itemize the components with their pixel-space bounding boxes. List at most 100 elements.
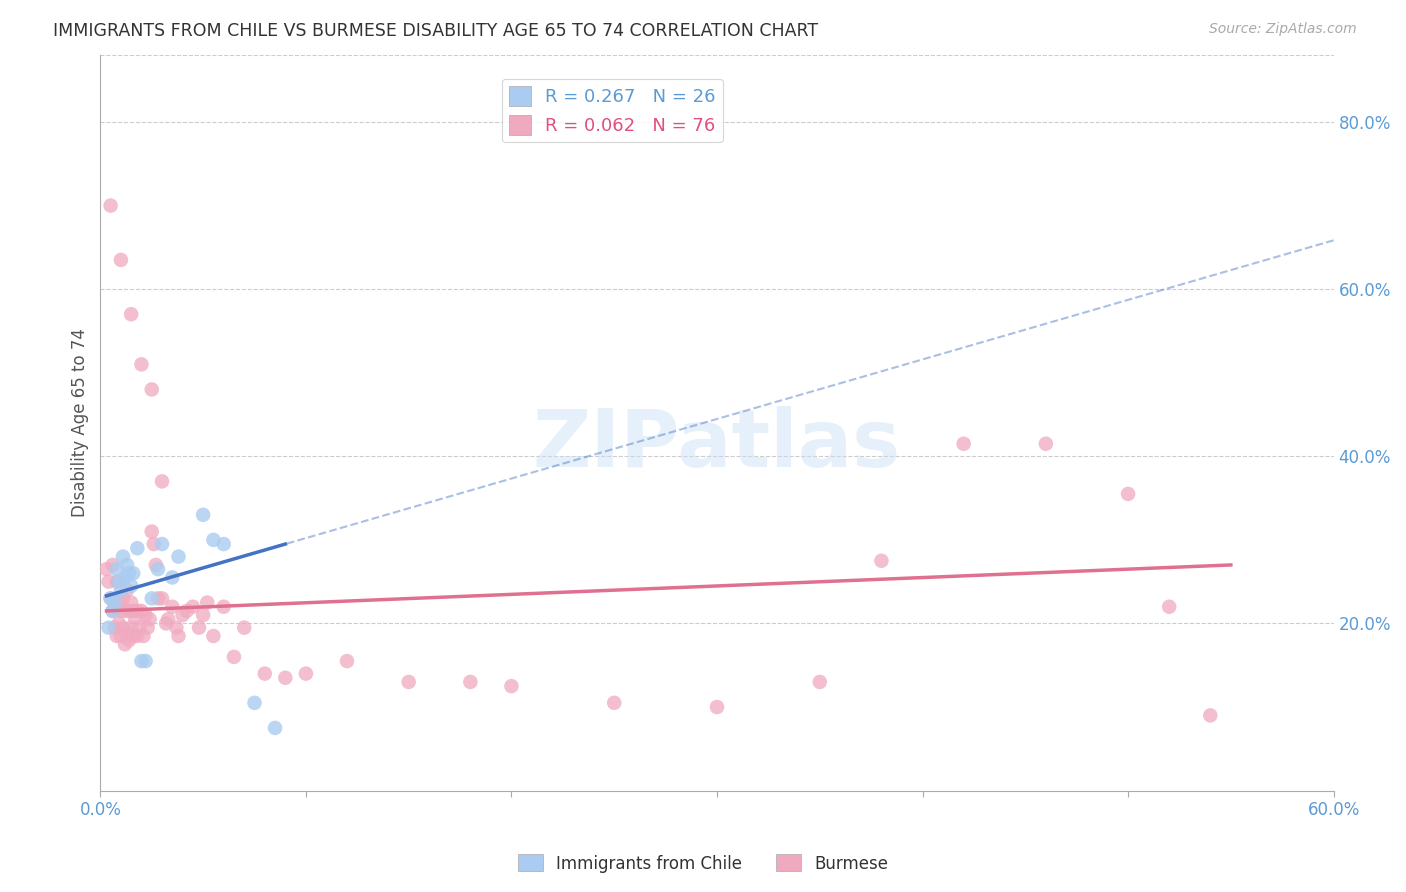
Point xyxy=(104,621,127,635)
Point xyxy=(145,558,167,572)
Point xyxy=(120,579,142,593)
Point xyxy=(398,675,420,690)
Point xyxy=(1035,436,1057,450)
Point xyxy=(135,608,157,623)
Point xyxy=(165,621,187,635)
Point xyxy=(105,562,128,576)
Point xyxy=(131,654,153,668)
Point xyxy=(295,666,318,681)
Point xyxy=(191,608,214,623)
Point xyxy=(108,574,131,589)
Point xyxy=(167,549,190,564)
Point xyxy=(1116,487,1139,501)
Point xyxy=(128,621,150,635)
Point xyxy=(97,574,120,589)
Point xyxy=(870,554,893,568)
Point xyxy=(162,570,184,584)
Point xyxy=(274,671,297,685)
Point xyxy=(115,558,138,572)
Point xyxy=(104,599,127,614)
Point xyxy=(172,608,194,623)
Point xyxy=(101,604,124,618)
Point xyxy=(191,508,214,522)
Point xyxy=(111,549,134,564)
Point xyxy=(108,591,131,606)
Point xyxy=(253,666,276,681)
Point xyxy=(188,621,211,635)
Point xyxy=(202,533,225,547)
Point xyxy=(952,436,974,450)
Point xyxy=(162,599,184,614)
Point xyxy=(97,621,120,635)
Point xyxy=(124,612,146,626)
Point xyxy=(114,570,136,584)
Point xyxy=(101,558,124,572)
Point xyxy=(100,591,122,606)
Point xyxy=(118,566,141,581)
Point xyxy=(150,537,173,551)
Point xyxy=(115,624,138,639)
Point xyxy=(141,524,163,539)
Point xyxy=(122,604,145,618)
Point xyxy=(111,621,134,635)
Point xyxy=(101,604,124,618)
Point xyxy=(1199,708,1222,723)
Point xyxy=(115,582,138,597)
Point xyxy=(127,604,149,618)
Point xyxy=(167,629,190,643)
Point xyxy=(132,629,155,643)
Point xyxy=(100,591,122,606)
Point xyxy=(142,537,165,551)
Point xyxy=(111,591,134,606)
Legend: Immigrants from Chile, Burmese: Immigrants from Chile, Burmese xyxy=(512,847,894,880)
Point xyxy=(243,696,266,710)
Legend: R = 0.267   N = 26, R = 0.062   N = 76: R = 0.267 N = 26, R = 0.062 N = 76 xyxy=(502,78,723,142)
Point xyxy=(122,566,145,581)
Point xyxy=(110,629,132,643)
Point xyxy=(138,612,160,626)
Point xyxy=(120,307,142,321)
Point xyxy=(264,721,287,735)
Point xyxy=(808,675,831,690)
Point xyxy=(141,591,163,606)
Point xyxy=(127,541,149,556)
Point xyxy=(501,679,523,693)
Point xyxy=(1159,599,1181,614)
Point xyxy=(114,604,136,618)
Point xyxy=(336,654,359,668)
Text: Source: ZipAtlas.com: Source: ZipAtlas.com xyxy=(1209,22,1357,37)
Point xyxy=(460,675,482,690)
Point xyxy=(105,574,128,589)
Point xyxy=(104,596,127,610)
Point xyxy=(603,696,626,710)
Point xyxy=(150,475,173,489)
Point xyxy=(120,596,142,610)
Point xyxy=(706,700,728,714)
Point xyxy=(222,649,245,664)
Point xyxy=(118,633,141,648)
Point xyxy=(212,599,235,614)
Point xyxy=(181,599,204,614)
Point xyxy=(96,562,118,576)
Point xyxy=(146,562,169,576)
Point xyxy=(110,604,132,618)
Point xyxy=(157,612,180,626)
Y-axis label: Disability Age 65 to 74: Disability Age 65 to 74 xyxy=(72,328,89,517)
Point xyxy=(195,596,218,610)
Text: IMMIGRANTS FROM CHILE VS BURMESE DISABILITY AGE 65 TO 74 CORRELATION CHART: IMMIGRANTS FROM CHILE VS BURMESE DISABIL… xyxy=(53,22,818,40)
Point xyxy=(146,591,169,606)
Point xyxy=(131,604,153,618)
Point xyxy=(155,616,177,631)
Text: ZIPatlas: ZIPatlas xyxy=(533,406,901,484)
Point xyxy=(105,629,128,643)
Point xyxy=(110,582,132,597)
Point xyxy=(176,604,198,618)
Point xyxy=(135,654,157,668)
Point xyxy=(141,383,163,397)
Point xyxy=(122,629,145,643)
Point xyxy=(127,629,149,643)
Point xyxy=(131,357,153,371)
Point xyxy=(202,629,225,643)
Point xyxy=(114,637,136,651)
Point xyxy=(150,591,173,606)
